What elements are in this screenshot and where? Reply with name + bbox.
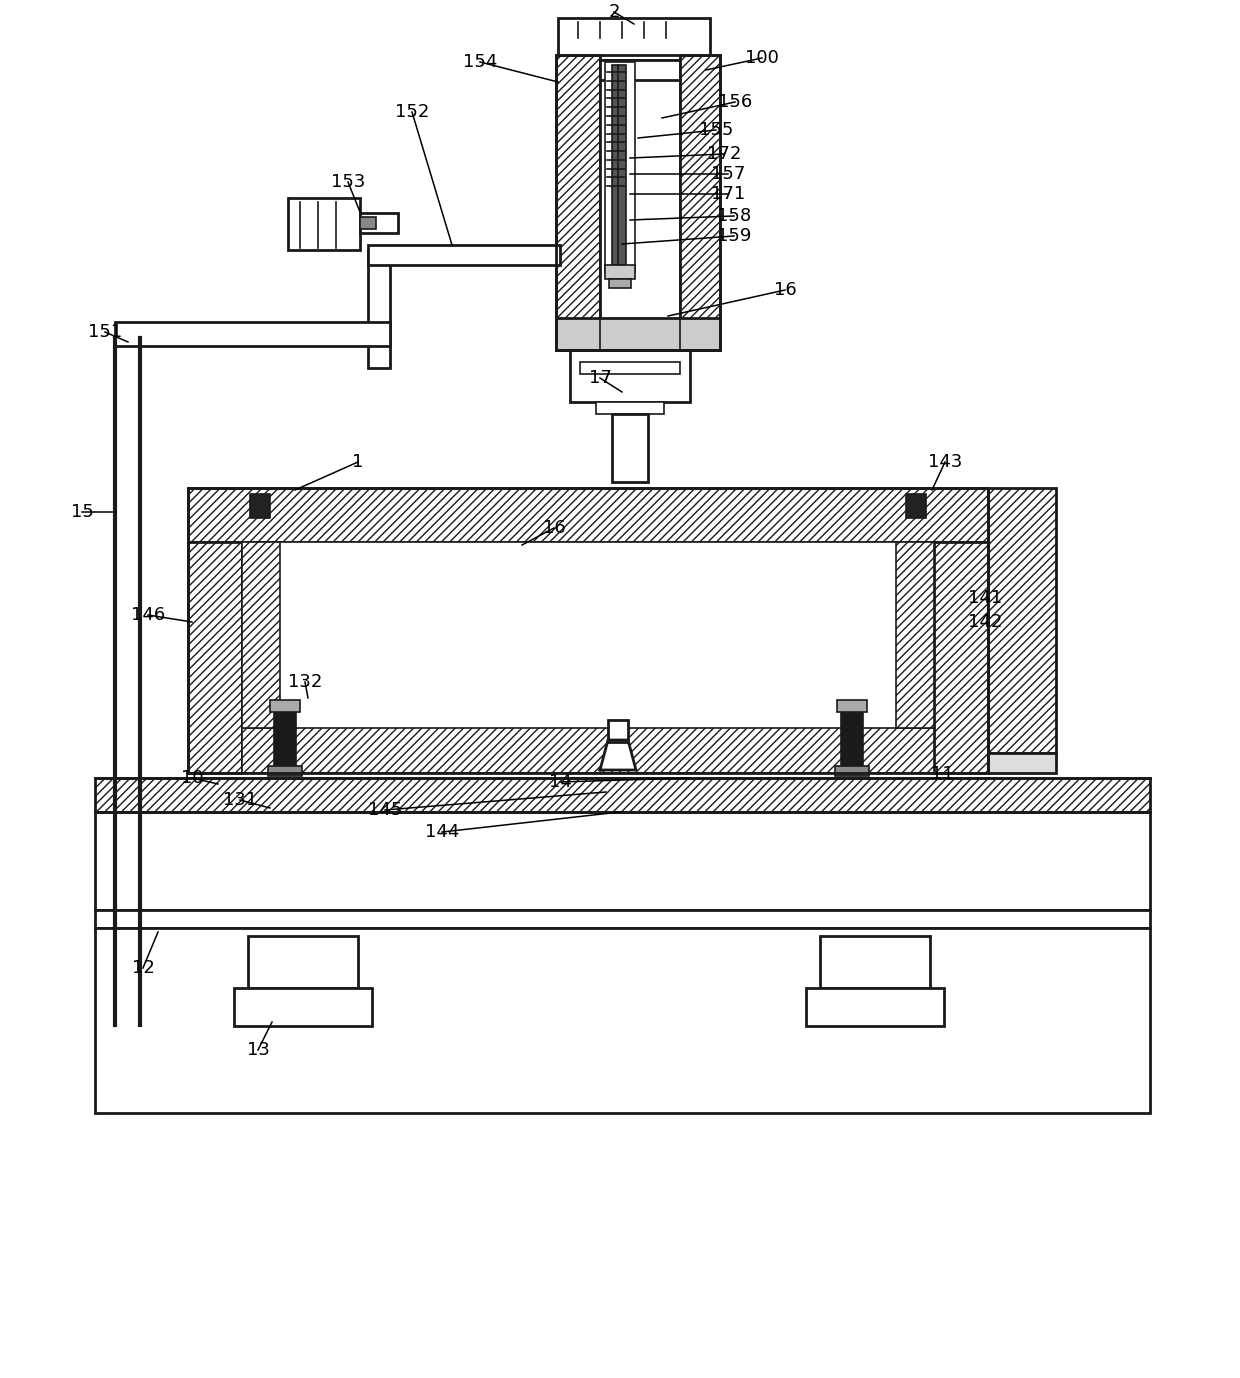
Bar	[988, 752, 1056, 773]
Bar	[608, 719, 627, 741]
Bar	[242, 542, 934, 773]
Bar	[837, 700, 867, 712]
Bar	[906, 493, 926, 518]
Bar	[570, 350, 689, 402]
Text: 146: 146	[131, 606, 165, 624]
Text: 157: 157	[711, 165, 745, 183]
Text: 154: 154	[463, 52, 497, 72]
Text: 131: 131	[223, 791, 257, 809]
Text: 141: 141	[968, 588, 1002, 606]
Bar	[234, 988, 372, 1027]
Text: 2: 2	[609, 3, 620, 21]
Bar	[580, 362, 680, 373]
Bar	[596, 61, 682, 80]
Bar	[95, 927, 1149, 1113]
Bar	[188, 488, 988, 542]
Bar	[897, 542, 934, 728]
Text: 152: 152	[394, 103, 429, 121]
Text: 159: 159	[717, 227, 751, 245]
Bar	[242, 542, 280, 728]
Bar	[806, 988, 944, 1027]
Bar	[360, 214, 398, 233]
Bar	[835, 766, 869, 776]
Text: 144: 144	[425, 823, 459, 841]
Bar	[368, 245, 560, 265]
Bar	[613, 413, 649, 482]
Bar	[95, 779, 1149, 812]
Text: 16: 16	[774, 281, 796, 299]
Bar	[988, 488, 1056, 752]
Text: 171: 171	[711, 185, 745, 203]
Bar	[360, 216, 376, 229]
Text: 1: 1	[352, 453, 363, 471]
Text: 16: 16	[543, 520, 565, 537]
Text: 10: 10	[181, 769, 203, 787]
Text: 172: 172	[707, 145, 742, 163]
Text: 151: 151	[88, 322, 122, 340]
Bar	[242, 728, 934, 773]
Bar	[820, 936, 930, 988]
Text: 155: 155	[699, 121, 733, 139]
Text: 14: 14	[548, 773, 572, 791]
Bar	[600, 55, 680, 350]
Bar	[605, 62, 635, 271]
Bar	[556, 55, 600, 350]
Bar	[556, 318, 720, 350]
Bar	[268, 766, 303, 776]
Text: 156: 156	[718, 92, 753, 112]
Bar	[95, 812, 1149, 909]
Bar	[841, 710, 863, 772]
Text: 142: 142	[967, 613, 1002, 631]
Text: 17: 17	[589, 369, 611, 387]
Bar	[248, 936, 358, 988]
Text: 145: 145	[368, 801, 402, 819]
Bar	[270, 700, 300, 712]
Bar	[613, 65, 626, 265]
Text: 158: 158	[717, 207, 751, 225]
Bar	[188, 542, 242, 773]
Text: 11: 11	[931, 765, 954, 783]
Bar	[274, 710, 296, 772]
Bar	[680, 55, 720, 350]
Text: 15: 15	[71, 503, 93, 521]
Bar	[95, 909, 1149, 927]
Text: 100: 100	[745, 50, 779, 68]
Bar	[609, 278, 631, 288]
Bar	[250, 493, 270, 518]
Polygon shape	[600, 740, 636, 770]
Bar	[115, 322, 391, 346]
Text: 132: 132	[288, 672, 322, 690]
Bar	[605, 265, 635, 278]
Bar	[368, 249, 391, 368]
Text: 13: 13	[247, 1040, 269, 1060]
Bar	[934, 542, 988, 773]
Bar	[558, 18, 711, 61]
Bar	[596, 402, 663, 413]
Text: 143: 143	[928, 453, 962, 471]
Text: 12: 12	[131, 959, 155, 977]
Text: 153: 153	[331, 174, 366, 192]
Bar	[288, 198, 360, 249]
